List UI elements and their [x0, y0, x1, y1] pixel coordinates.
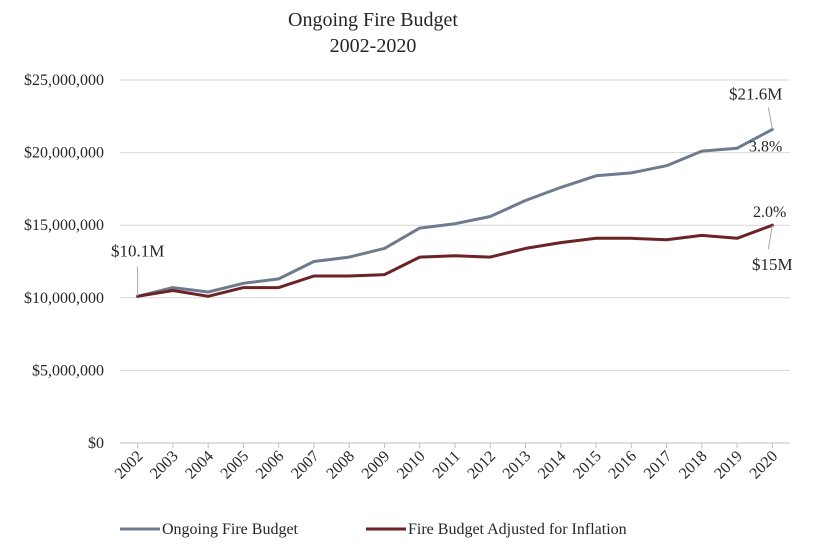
series-lines	[136, 127, 774, 298]
x-tick-label: 2006	[253, 448, 288, 483]
x-tick-label: 2002	[112, 448, 147, 483]
annotation-start-value: $10.1M	[111, 241, 164, 260]
x-tick-label: 2018	[676, 448, 711, 483]
annotation-growth-rate: 3.8%	[749, 138, 782, 155]
x-tick-label: 2008	[323, 448, 358, 483]
legend-label-1: Ongoing Fire Budget	[162, 521, 299, 538]
annotations: $10.1M $21.6M 3.8% 2.0% $15M	[111, 84, 793, 297]
x-tick-label: 2017	[641, 448, 676, 483]
x-tick-label: 2014	[535, 448, 570, 483]
gridlines	[120, 79, 790, 448]
series-line-2	[136, 223, 774, 298]
x-tick-label: 2019	[711, 448, 746, 483]
y-tick-label: $10,000,000	[24, 290, 104, 307]
annotation-growth-rate: 2.0%	[753, 204, 786, 221]
x-tick-label: 2015	[570, 448, 605, 483]
x-tick-label: 2010	[394, 448, 429, 483]
x-tick-label: 2003	[147, 448, 182, 483]
annotation-leader-line	[767, 107, 773, 130]
x-tick-label: 2016	[605, 448, 640, 483]
x-tick-label: 2020	[747, 448, 782, 483]
x-tick-label: 2012	[464, 448, 499, 483]
y-axis-tick-labels: $0 $5,000,000 $10,000,000 $15,000,000 $20,00…	[24, 72, 104, 452]
x-tick-label: 2004	[182, 448, 217, 483]
y-tick-label: $25,000,000	[24, 72, 104, 89]
legend-label-2: Fire Budget Adjusted for Inflation	[408, 521, 627, 538]
annotation-leader-line	[767, 225, 773, 250]
x-tick-label: 2011	[430, 448, 464, 482]
series-line-1	[136, 127, 774, 298]
chart-subtitle: 2002-2020	[330, 35, 417, 57]
y-tick-label: $0	[88, 435, 104, 452]
annotation-end-value: $15M	[752, 255, 793, 274]
annotation-end-value: $21.6M	[729, 84, 782, 103]
y-tick-label: $5,000,000	[32, 362, 104, 379]
x-tick-label: 2013	[500, 448, 535, 483]
y-tick-label: $15,000,000	[24, 217, 104, 234]
y-tick-label: $20,000,000	[24, 145, 104, 162]
legend: Ongoing Fire Budget Fire Budget Adjusted …	[120, 521, 627, 538]
x-tick-label: 2007	[288, 448, 323, 483]
chart-title: Ongoing Fire Budget	[288, 9, 458, 31]
x-tick-label: 2009	[359, 448, 394, 483]
x-axis-tick-labels: 2002 2003 2004 2005 2006 2007 2008 2009 2010 2011…	[112, 448, 781, 483]
x-tick-label: 2005	[218, 448, 253, 483]
